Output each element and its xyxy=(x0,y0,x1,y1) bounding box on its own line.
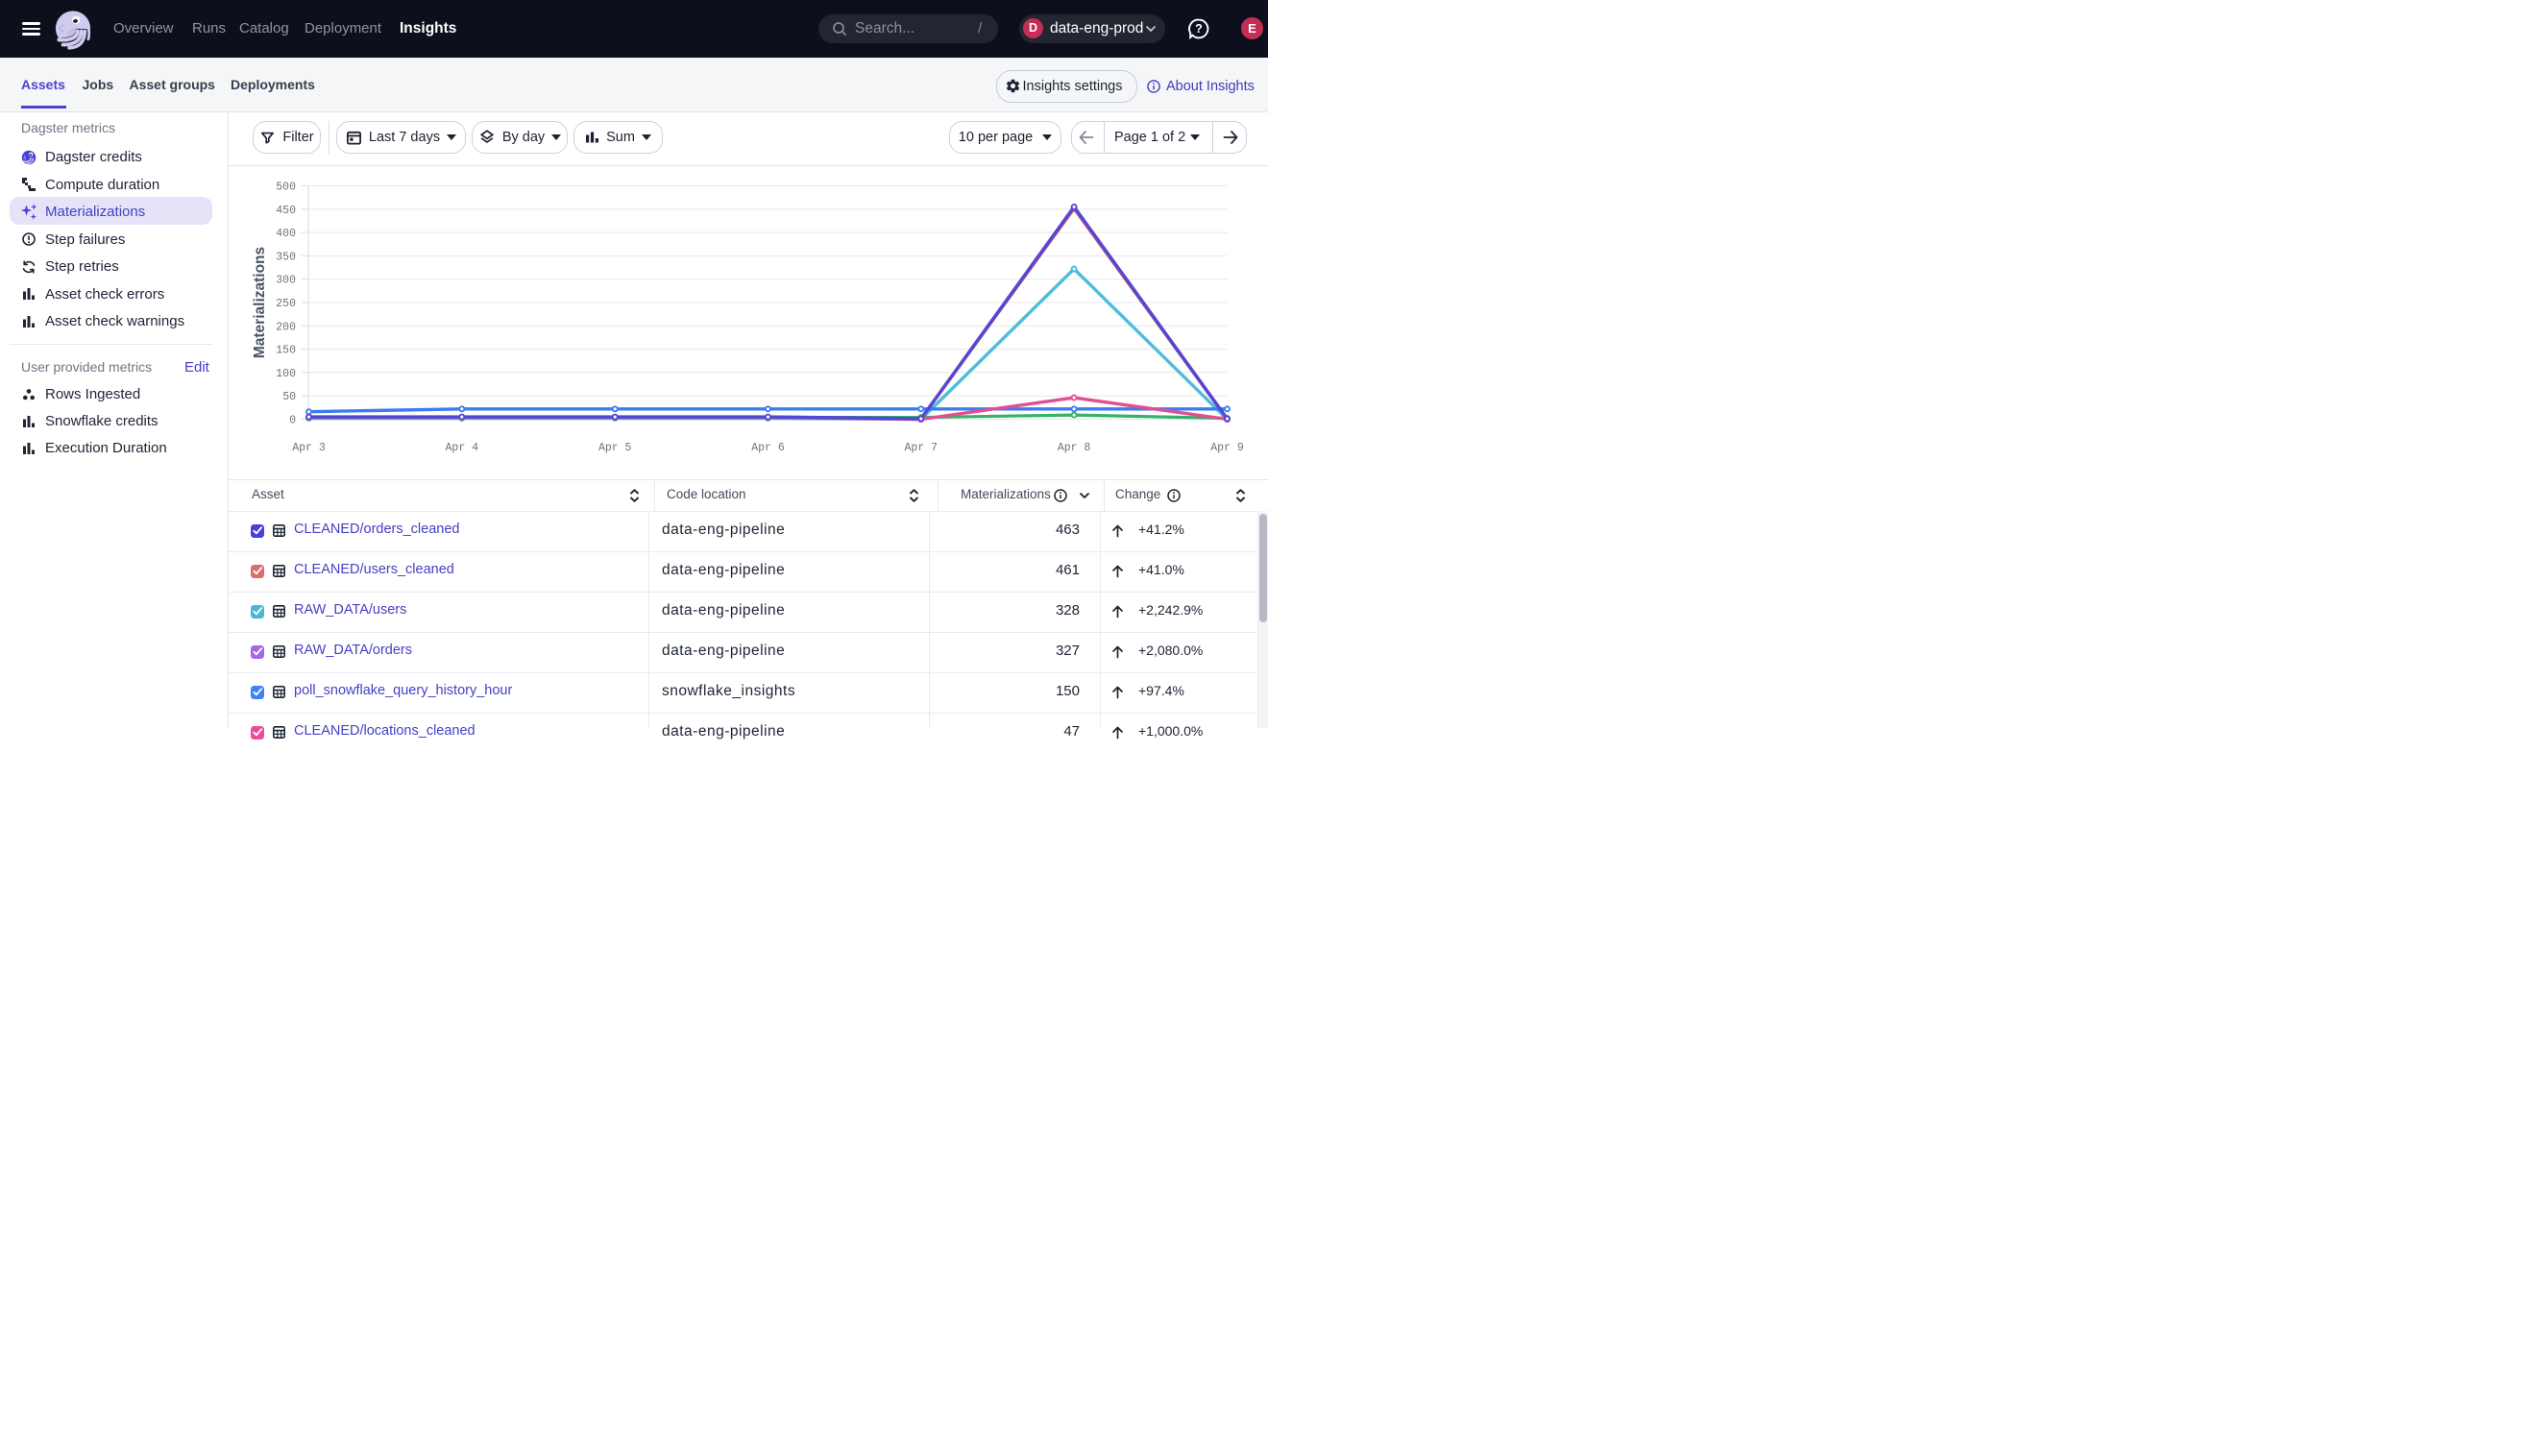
svg-text:Apr 9: Apr 9 xyxy=(1210,442,1244,454)
svg-text:300: 300 xyxy=(276,275,296,287)
svg-text:0: 0 xyxy=(289,415,296,427)
svg-text:Apr 6: Apr 6 xyxy=(751,442,785,454)
svg-text:Apr 8: Apr 8 xyxy=(1058,442,1091,454)
svg-text:400: 400 xyxy=(276,228,296,240)
svg-text:150: 150 xyxy=(276,345,296,357)
svg-text:Materializations: Materializations xyxy=(252,247,268,358)
svg-text:?: ? xyxy=(1195,22,1203,36)
svg-text:Apr 4: Apr 4 xyxy=(446,442,479,454)
svg-text:450: 450 xyxy=(276,205,296,217)
svg-text:Apr 3: Apr 3 xyxy=(292,442,326,454)
svg-text:250: 250 xyxy=(276,298,296,310)
svg-text:50: 50 xyxy=(282,391,296,403)
svg-text:100: 100 xyxy=(276,368,296,380)
svg-text:Apr 7: Apr 7 xyxy=(905,442,939,454)
svg-text:500: 500 xyxy=(276,182,296,194)
svg-text:200: 200 xyxy=(276,321,296,333)
svg-text:Apr 5: Apr 5 xyxy=(598,442,632,454)
svg-text:350: 350 xyxy=(276,251,296,263)
